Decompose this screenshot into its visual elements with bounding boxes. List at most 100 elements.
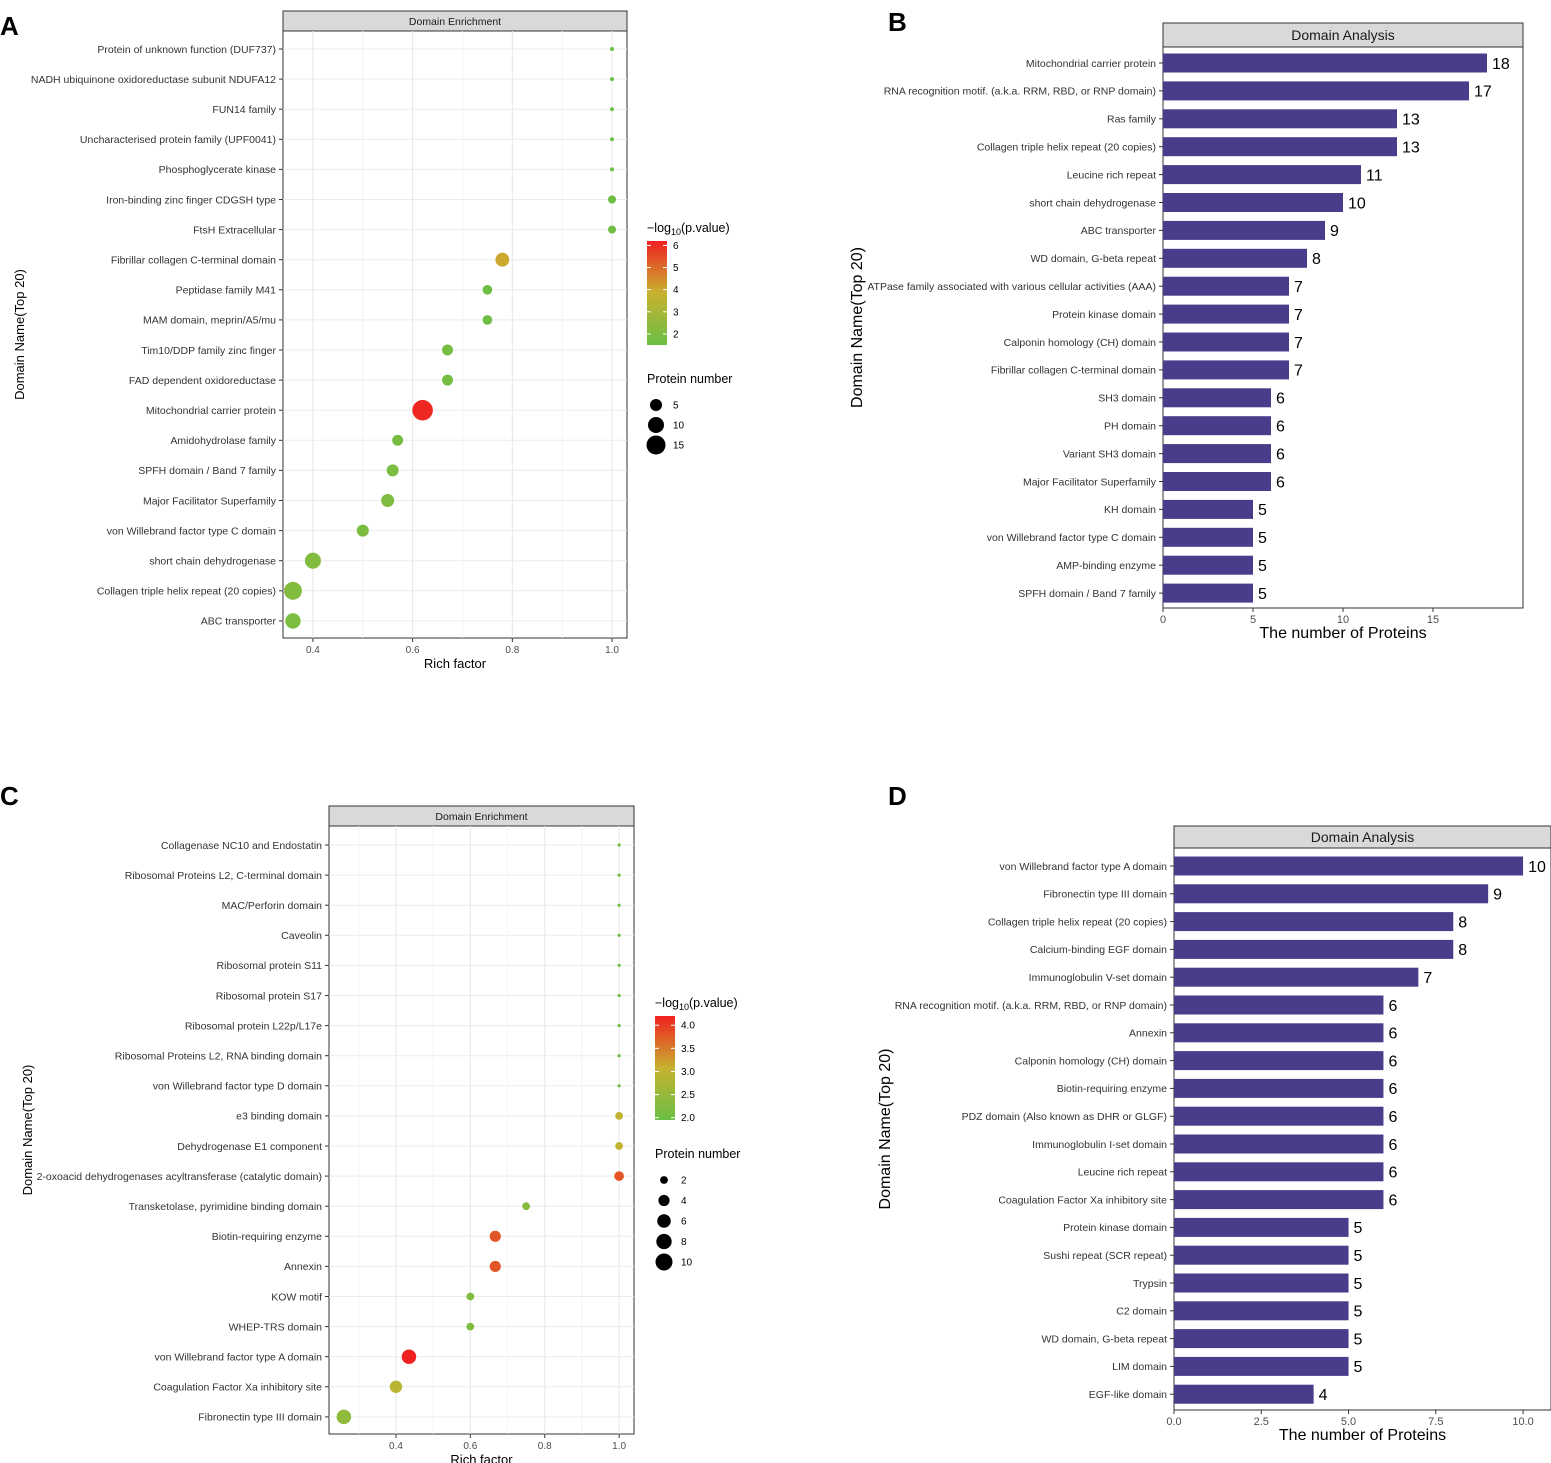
category-label: Collagen triple helix repeat (20 copies) — [977, 141, 1156, 153]
x-tick-label: 15 — [1427, 614, 1439, 626]
data-point — [610, 167, 615, 172]
x-tick-label: 5 — [1250, 614, 1256, 626]
bar — [1163, 360, 1289, 380]
category-label: PH domain — [1104, 420, 1156, 432]
bar — [1163, 499, 1253, 519]
size-legend-dot — [656, 1233, 672, 1250]
category-label: KOW motif — [271, 1291, 322, 1303]
bar-value-label: 7 — [1294, 279, 1303, 296]
data-point — [489, 1260, 501, 1272]
panel-a: A Domain Enrichment −log10(p.value) 2 3 4 5 6 Pr… — [0, 10, 732, 671]
bar — [1174, 884, 1489, 904]
category-label: Ribosomal protein L22p/L17e — [185, 1020, 322, 1032]
plot-area-a — [282, 30, 628, 639]
size-legend-dot — [655, 1253, 673, 1271]
category-label: C2 domain — [1116, 1306, 1167, 1318]
bar — [1174, 856, 1524, 876]
bar — [1163, 444, 1271, 464]
bar-value-label: 6 — [1388, 1081, 1397, 1098]
color-legend-bar-c — [655, 1016, 675, 1120]
category-label: MAC/Perforin domain — [222, 900, 323, 912]
data-point — [617, 1054, 621, 1058]
size-legend-label: 6 — [681, 1217, 687, 1228]
data-point — [608, 225, 617, 234]
data-point — [284, 581, 302, 600]
size-legend-title-c: Protein number — [655, 1147, 740, 1161]
bar — [1174, 1384, 1314, 1404]
bar-value-label: 5 — [1354, 1248, 1363, 1265]
bar — [1163, 248, 1307, 268]
x-tick-label: 0.6 — [406, 645, 420, 656]
category-label: Ribosomal protein S11 — [217, 960, 323, 972]
panel-d: D Domain Analysis 10 9 8 8 7 6 6 6 6 6 6 6 6 5 5 5 5 5 5 4 von… — [877, 781, 1551, 1444]
x-axis-title-a: Rich factor — [424, 656, 487, 671]
bar-value-label: 5 — [1354, 1276, 1363, 1293]
bar — [1174, 1078, 1384, 1098]
bar-value-label: 7 — [1294, 307, 1303, 324]
category-label: Protein kinase domain — [1063, 1222, 1167, 1234]
color-legend-label: 2.5 — [681, 1090, 695, 1101]
category-label: Variant SH3 domain — [1063, 448, 1156, 460]
bar-value-label: 6 — [1388, 1109, 1397, 1126]
panel-b-letter: B — [888, 7, 907, 37]
category-label: SPFH domain / Band 7 family — [1018, 588, 1156, 600]
bar — [1163, 388, 1271, 408]
category-label: WD domain, G-beta repeat — [1031, 253, 1157, 265]
data-point — [522, 1202, 531, 1211]
category-label: Calponin homology (CH) domain — [1004, 337, 1156, 349]
category-label: Fibronectin type III domain — [198, 1412, 322, 1424]
data-point — [489, 1230, 501, 1242]
category-label: RNA recognition motif. (a.k.a. RRM, RBD,… — [884, 86, 1156, 98]
category-label: LIM domain — [1112, 1361, 1167, 1373]
bar-value-label: 5 — [1258, 558, 1267, 575]
x-tick-label: 10 — [1337, 614, 1349, 626]
color-legend-title-a: −log10(p.value) — [647, 221, 730, 237]
x-tick-label: 0.0 — [1166, 1416, 1181, 1428]
bar-value-label: 5 — [1258, 586, 1267, 603]
category-label: Ras family — [1107, 114, 1157, 126]
color-legend-label: 6 — [673, 241, 679, 252]
bar-value-label: 6 — [1388, 1192, 1397, 1209]
bar-value-label: 7 — [1294, 335, 1303, 352]
bar-value-label: 7 — [1294, 363, 1303, 380]
bar-value-label: 5 — [1354, 1359, 1363, 1376]
data-point — [482, 315, 493, 325]
x-axis-title-b: The number of Proteins — [1259, 625, 1426, 642]
category-label: Phosphoglycerate kinase — [159, 164, 276, 176]
category-label: Uncharacterised protein family (UPF0041) — [80, 134, 276, 146]
category-label: von Willebrand factor type A domain — [999, 861, 1167, 873]
bar — [1174, 995, 1384, 1015]
plot-area-c — [328, 825, 635, 1435]
data-point — [381, 494, 395, 507]
category-label: SPFH domain / Band 7 family — [138, 465, 276, 477]
y-axis-title-c: Domain Name(Top 20) — [20, 1065, 35, 1196]
color-legend-label: 2 — [673, 329, 679, 340]
category-label: ABC transporter — [201, 616, 277, 628]
color-legend-label: 4.0 — [681, 1021, 695, 1032]
x-axis-title-c: Rich factor — [450, 1452, 513, 1463]
data-point — [610, 47, 615, 51]
category-label: Iron-binding zinc finger CDGSH type — [106, 194, 276, 206]
category-label: WD domain, G-beta repeat — [1042, 1333, 1168, 1345]
bar-value-label: 5 — [1258, 530, 1267, 547]
category-label: FUN14 family — [212, 104, 276, 116]
bar-value-label: 9 — [1493, 887, 1502, 904]
data-point — [386, 464, 399, 477]
category-label: NADH ubiquinone oxidoreductase subunit N… — [31, 74, 276, 86]
category-label: Leucine rich repeat — [1067, 169, 1156, 181]
category-label: Leucine rich repeat — [1078, 1167, 1167, 1179]
x-tick-label: 0.6 — [463, 1441, 477, 1452]
size-legend-label: 5 — [673, 401, 679, 412]
category-label: Transketolase, pyrimidine binding domain — [129, 1201, 323, 1213]
bar-value-label: 6 — [1388, 1053, 1397, 1070]
panel-d-letter: D — [888, 781, 907, 811]
category-label: FAD dependent oxidoreductase — [129, 375, 276, 387]
category-label: Protein of unknown function (DUF737) — [97, 44, 276, 56]
size-legend-label: 15 — [673, 441, 685, 452]
x-tick-label: 0.4 — [389, 1441, 403, 1452]
category-label: Annexin — [1129, 1028, 1167, 1040]
bar — [1174, 1023, 1384, 1043]
plot-area-b — [1162, 46, 1524, 609]
plot-area-d — [1173, 847, 1551, 1411]
